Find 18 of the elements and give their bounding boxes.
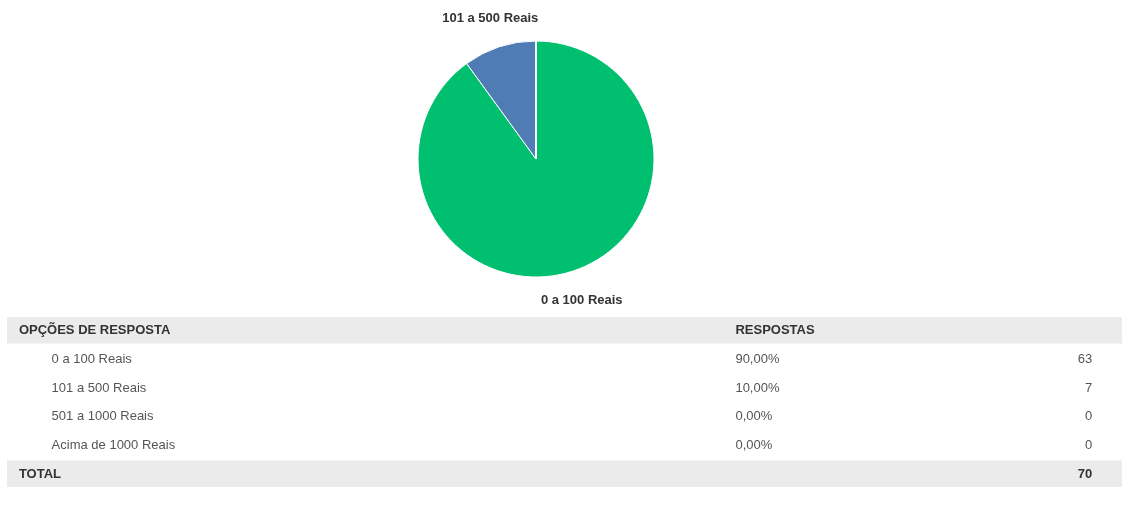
- category-label: Acima de 1000 Reais: [51, 437, 176, 453]
- text: 90,00%: [735, 350, 780, 366]
- category-label: 501 a 1000 Reais: [51, 408, 154, 424]
- text: TOTAL: [18, 465, 62, 481]
- slice-label: 0 a 100 Reais: [540, 291, 623, 307]
- text: 0,00%: [735, 437, 773, 453]
- category-label: 101 a 500 Reais: [51, 379, 147, 395]
- text: 0: [1084, 437, 1093, 453]
- text: 0,00%: [735, 408, 773, 424]
- text: OPÇÕES DE RESPOSTA: [18, 322, 171, 338]
- text: 70: [1077, 465, 1093, 481]
- text: 10,00%: [735, 379, 780, 395]
- text: 63: [1077, 350, 1093, 366]
- text: RESPOSTAS: [735, 322, 815, 338]
- text: 7 0: [1084, 379, 1093, 424]
- slice-label: 101 a 500 Reais: [442, 10, 539, 26]
- pie-slice: [417, 40, 655, 278]
- category-label: 0 a 100 Reais: [51, 350, 132, 366]
